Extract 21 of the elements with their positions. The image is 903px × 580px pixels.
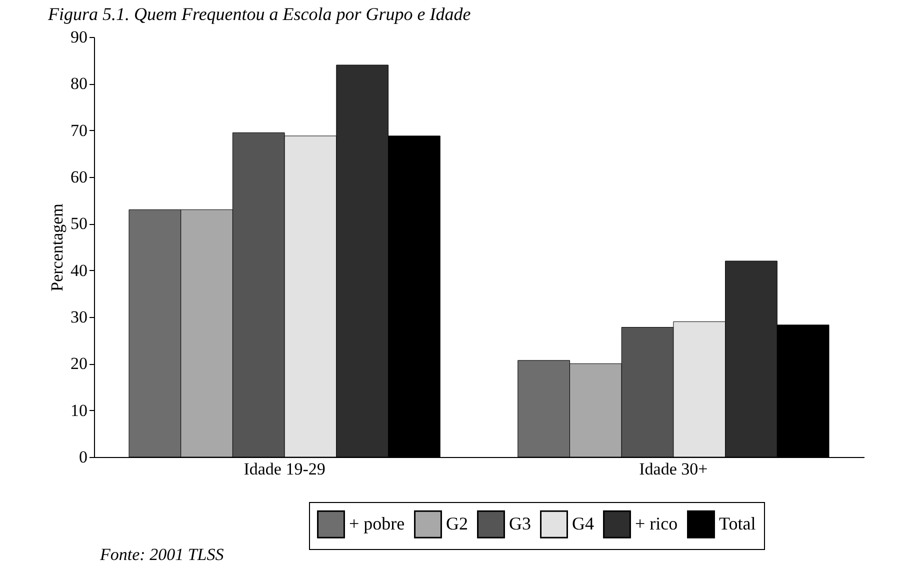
legend-label: G4 (572, 513, 594, 534)
y-axis-title: Percentagem (48, 204, 66, 292)
y-tick-label: 50 (70, 214, 88, 234)
y-tick-label: 40 (70, 260, 88, 280)
legend-label: Total (719, 513, 756, 534)
y-tick-label: 60 (70, 168, 88, 186)
x-tick-label: Idade 19-29 (244, 460, 326, 478)
legend-label: G2 (446, 513, 468, 534)
x-tick-label: Idade 30+ (639, 460, 708, 478)
y-tick-label: 30 (70, 308, 88, 326)
chart-title: Figura 5.1. Quem Frequentou a Escola por Grupo e Idade (47, 4, 471, 24)
legend-label: G3 (509, 513, 531, 534)
y-tick-label: 0 (79, 448, 88, 466)
legend-label: + pobre (349, 513, 405, 534)
y-tick-label: 70 (70, 120, 88, 140)
y-tick-label: 90 (70, 28, 88, 46)
y-tick-label: 80 (70, 74, 88, 94)
source-note: Fonte: 2001 TLSS (100, 545, 224, 565)
y-tick-label: 20 (70, 354, 88, 374)
legend-label: + rico (635, 513, 678, 534)
y-tick-label: 10 (70, 400, 88, 420)
